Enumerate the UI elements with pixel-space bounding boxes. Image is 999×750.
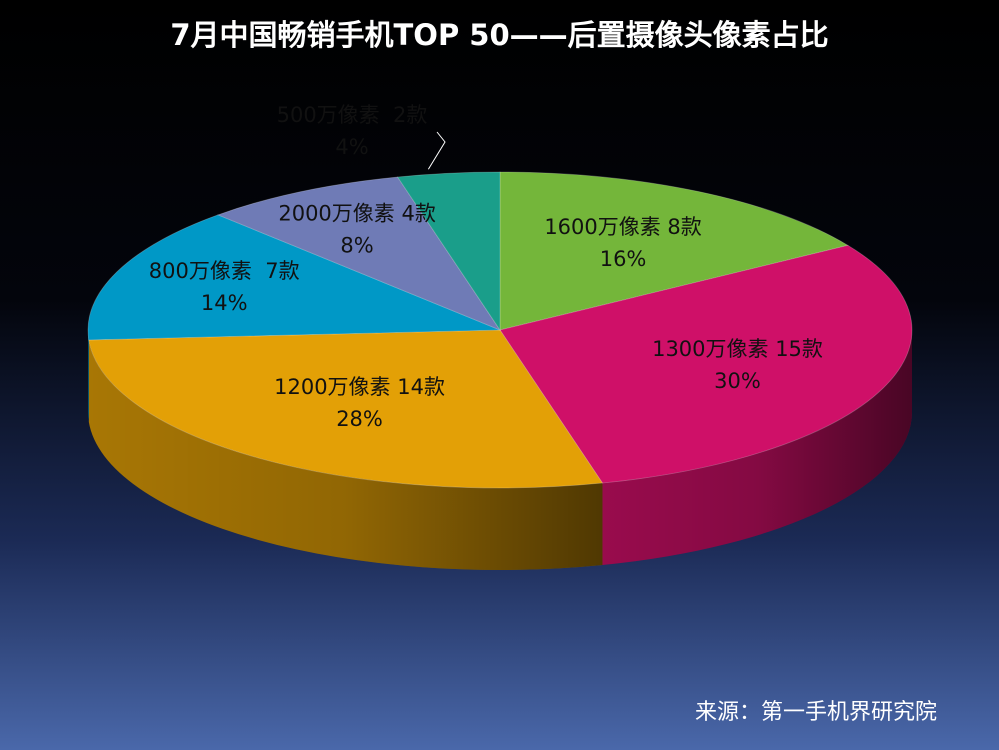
chart-title: 7月中国畅销手机TOP 50——后置摄像头像素占比 <box>170 18 829 52</box>
slice-pct-6: 4% <box>335 135 368 159</box>
slice-pct-5: 8% <box>340 233 373 257</box>
pie-slice-1 <box>499 171 849 331</box>
slice-pct-4: 14% <box>201 291 248 315</box>
pie-slice-3 <box>88 329 604 489</box>
source-note: 来源：第一手机界研究院 <box>694 700 937 725</box>
pie-slice-side-shade-2 <box>602 330 912 566</box>
slice-pct-3: 28% <box>336 407 383 431</box>
pie-slice-4 <box>87 214 501 341</box>
slice-label-4: 800万像素 7款 <box>149 259 300 283</box>
slice-pct-1: 16% <box>600 247 647 271</box>
slice-label-6: 500万像素 2款 <box>277 103 428 127</box>
pie-slice-6 <box>396 171 501 332</box>
pie-slice-2 <box>499 244 913 484</box>
slice-pct-2: 30% <box>714 369 761 393</box>
slice-label-2: 1300万像素 15款 <box>652 337 823 361</box>
slice-label-1: 1600万像素 8款 <box>544 215 701 239</box>
pie-slice-side-shade-3 <box>88 339 603 570</box>
slice-label-3: 1200万像素 14款 <box>274 375 445 399</box>
leader-line <box>427 131 446 170</box>
slice-label-5: 2000万像素 4款 <box>278 201 435 225</box>
pie-slice-side-shade-4 <box>88 330 89 422</box>
pie-slice-5 <box>216 176 502 331</box>
